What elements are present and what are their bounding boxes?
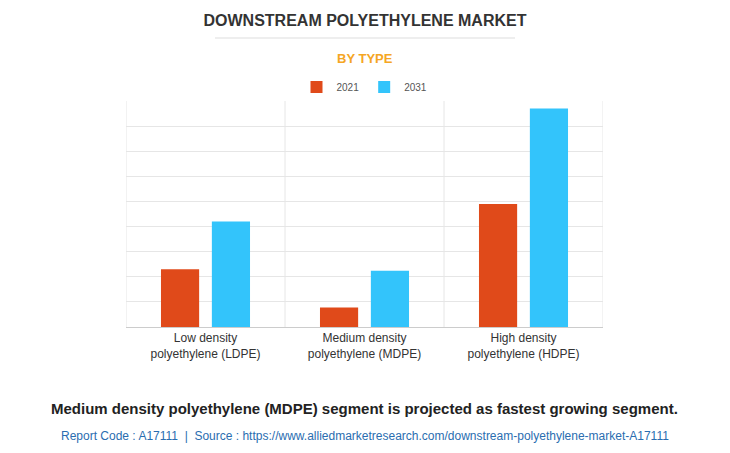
svg-text:2031: 2031 [404, 82, 427, 93]
svg-text:Medium density polyethylene (M: Medium density polyethylene (MDPE) segme… [51, 400, 678, 417]
svg-text:BY TYPE: BY TYPE [337, 51, 393, 66]
svg-text:Low densitypolyethylene (LDPE): Low densitypolyethylene (LDPE) [150, 331, 260, 361]
svg-text:2021: 2021 [337, 82, 360, 93]
svg-text:DOWNSTREAM POLYETHYLENE MARKET: DOWNSTREAM POLYETHYLENE MARKET [204, 12, 527, 29]
svg-text:Medium densitypolyethylene (MD: Medium densitypolyethylene (MDPE) [308, 331, 421, 361]
svg-text:High densitypolyethylene (HDPE: High densitypolyethylene (HDPE) [467, 331, 579, 361]
svg-text:Report Code : A17111 | Sourc: Report Code : A17111 | Source : https://… [61, 429, 669, 443]
